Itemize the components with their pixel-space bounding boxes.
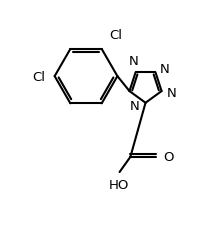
- Text: Cl: Cl: [32, 70, 45, 83]
- Text: N: N: [130, 99, 140, 112]
- Text: Cl: Cl: [109, 29, 122, 42]
- Text: O: O: [163, 151, 173, 164]
- Text: N: N: [166, 86, 176, 99]
- Text: N: N: [160, 63, 170, 76]
- Text: HO: HO: [108, 179, 129, 192]
- Text: N: N: [129, 55, 139, 68]
